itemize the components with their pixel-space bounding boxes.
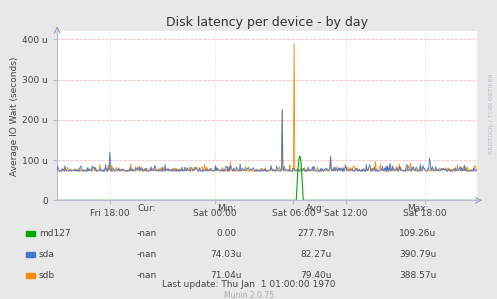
Text: sdb: sdb [39, 271, 55, 280]
Text: 74.03u: 74.03u [210, 250, 242, 259]
Y-axis label: Average IO Wait (seconds): Average IO Wait (seconds) [10, 56, 19, 176]
Text: 388.57u: 388.57u [399, 271, 436, 280]
Text: 109.26u: 109.26u [399, 229, 436, 238]
Text: -nan: -nan [137, 229, 157, 238]
Text: Cur:: Cur: [137, 204, 156, 213]
Text: md127: md127 [39, 229, 71, 238]
Text: 0.00: 0.00 [216, 229, 236, 238]
Text: Min:: Min: [217, 204, 236, 213]
Text: Last update: Thu Jan  1 01:00:00 1970: Last update: Thu Jan 1 01:00:00 1970 [162, 280, 335, 289]
Text: RRDTOOL / TOBI OETIKER: RRDTOOL / TOBI OETIKER [488, 73, 493, 154]
Text: 79.40u: 79.40u [300, 271, 331, 280]
Title: Disk latency per device - by day: Disk latency per device - by day [166, 16, 368, 29]
Text: 82.27u: 82.27u [300, 250, 331, 259]
Text: Munin 2.0.75: Munin 2.0.75 [224, 291, 273, 299]
Text: sda: sda [39, 250, 55, 259]
Text: -nan: -nan [137, 271, 157, 280]
Text: 277.78n: 277.78n [297, 229, 334, 238]
Text: 390.79u: 390.79u [399, 250, 436, 259]
Text: Max:: Max: [407, 204, 428, 213]
Text: 71.04u: 71.04u [210, 271, 242, 280]
Text: -nan: -nan [137, 250, 157, 259]
Text: Avg:: Avg: [306, 204, 326, 213]
